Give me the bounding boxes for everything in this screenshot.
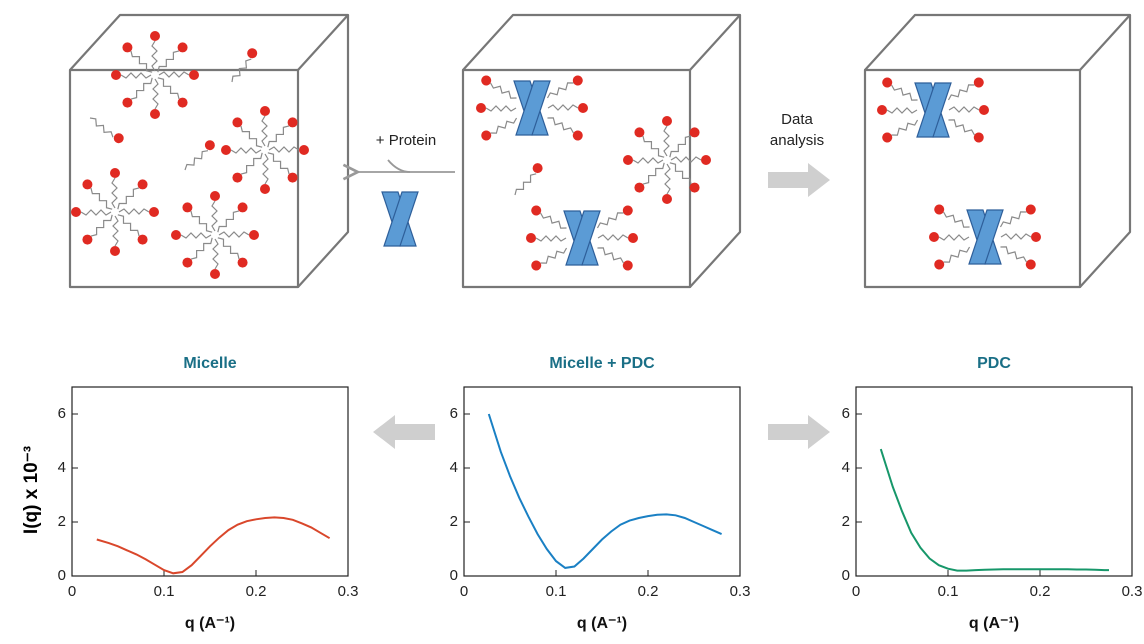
plot-frame	[71, 386, 349, 577]
x-tick-label: 0	[852, 583, 860, 600]
y-tick-label: 0	[450, 567, 458, 584]
analysis-label: Data	[781, 111, 813, 128]
pdc	[877, 76, 989, 145]
y-tick-label: 4	[450, 459, 458, 476]
micelle	[111, 31, 199, 119]
data-line	[96, 516, 331, 575]
cube-micelle	[68, 13, 350, 289]
micelle	[221, 106, 309, 194]
x-tick-label: 0.2	[638, 583, 659, 600]
pdc	[929, 203, 1041, 272]
arrow	[768, 415, 830, 449]
add-protein-label: + Protein	[376, 132, 436, 149]
x-tick-label: 0.3	[1122, 583, 1143, 600]
x-tick-label: 0.3	[730, 583, 751, 600]
y-axis-label: I(q) x 10⁻³	[21, 446, 42, 534]
cube-pdc	[863, 13, 1132, 289]
cube-mixture	[461, 13, 742, 289]
x-tick-label: 0	[68, 583, 76, 600]
x-tick-label: 0.3	[338, 583, 359, 600]
chart-title: Micelle	[183, 355, 236, 372]
y-tick-label: 0	[58, 567, 66, 584]
chart-title: Micelle + PDC	[549, 355, 655, 372]
y-tick-label: 6	[842, 405, 850, 422]
x-tick-label: 0.2	[246, 583, 267, 600]
protein	[381, 191, 419, 247]
x-axis-label: q (A⁻¹)	[969, 615, 1019, 632]
y-tick-label: 2	[58, 513, 66, 530]
x-tick-label: 0.1	[154, 583, 175, 600]
micelle	[71, 168, 159, 256]
lipid	[225, 45, 260, 84]
lipid	[88, 111, 127, 146]
x-tick-label: 0	[460, 583, 468, 600]
y-tick-label: 2	[450, 513, 458, 530]
pdc	[526, 204, 638, 273]
lipid	[179, 137, 218, 173]
plot-frame	[855, 386, 1133, 577]
y-tick-label: 4	[58, 459, 66, 476]
x-axis-label: q (A⁻¹)	[577, 615, 627, 632]
y-tick-label: 0	[842, 567, 850, 584]
molecules	[71, 31, 1041, 279]
y-tick-label: 2	[842, 513, 850, 530]
data-line	[487, 413, 722, 569]
x-tick-label: 0.2	[1030, 583, 1051, 600]
arrow	[373, 415, 435, 449]
x-tick-label: 0.1	[938, 583, 959, 600]
y-tick-label: 4	[842, 459, 850, 476]
add-protein-arrow	[356, 159, 455, 247]
micelle	[623, 116, 711, 204]
chart-title: PDC	[977, 355, 1011, 372]
analysis-label: analysis	[770, 132, 824, 149]
x-tick-label: 0.1	[546, 583, 567, 600]
arrow	[768, 163, 830, 197]
y-tick-label: 6	[450, 405, 458, 422]
lipid	[508, 160, 546, 198]
y-tick-label: 6	[58, 405, 66, 422]
pdc	[476, 74, 588, 143]
plot-frame	[463, 386, 741, 577]
data-line	[879, 448, 1109, 572]
micelle	[171, 191, 259, 279]
x-axis-label: q (A⁻¹)	[185, 615, 235, 632]
